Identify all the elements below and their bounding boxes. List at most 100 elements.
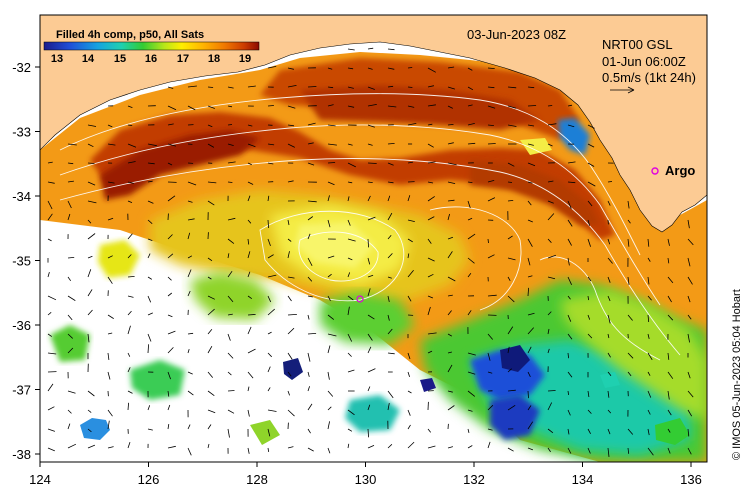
current-vector [447, 405, 455, 411]
current-vector [307, 216, 314, 221]
current-vector [487, 333, 494, 340]
argo-float-marker[interactable] [651, 167, 659, 175]
current-vector [187, 332, 194, 335]
current-vector [287, 143, 295, 148]
current-vector [327, 67, 333, 70]
current-vector [567, 352, 569, 359]
current-vector [387, 67, 395, 70]
current-vector [327, 447, 331, 454]
current-vector [247, 124, 253, 127]
current-vector [347, 428, 353, 432]
current-vector [647, 276, 650, 285]
current-vector [487, 352, 491, 361]
current-vector [427, 216, 435, 221]
vector-scale-label: 0.5m/s (1kt 24h) [602, 70, 696, 85]
current-vector [227, 333, 231, 341]
current-vector [227, 143, 234, 146]
x-axis: 124 126 128 130 132 134 136 [29, 462, 702, 487]
current-vector [647, 409, 651, 415]
current-vector [47, 200, 53, 210]
current-vector [187, 232, 191, 240]
current-vector [387, 143, 395, 145]
current-vector [527, 275, 533, 278]
current-vector [67, 347, 74, 354]
vector-scale-arrow [610, 86, 635, 94]
current-vector [287, 295, 292, 302]
current-vector [587, 200, 593, 207]
current-vector [527, 421, 534, 430]
current-vector [167, 276, 172, 281]
argo-float-marker-ocean[interactable] [356, 295, 364, 303]
current-vector [527, 238, 533, 247]
current-vector [367, 445, 375, 449]
current-vector [647, 428, 650, 436]
current-vector [247, 386, 250, 392]
current-vector [507, 346, 510, 354]
current-vector [627, 200, 630, 209]
current-vector [487, 143, 496, 145]
current-vector [267, 409, 277, 412]
current-vector [447, 294, 453, 297]
current-vector [447, 162, 457, 166]
current-vector [127, 295, 134, 298]
current-vector [447, 446, 454, 449]
current-vector [507, 389, 516, 392]
current-vector [347, 162, 356, 168]
current-vector [387, 105, 397, 108]
current-vector [447, 142, 454, 145]
current-vector [207, 329, 213, 335]
current-vector [247, 271, 251, 278]
current-vector [427, 143, 434, 148]
current-vector [507, 368, 512, 373]
current-vector [367, 143, 373, 146]
current-vector [227, 428, 230, 438]
current-vector [347, 67, 354, 70]
current-vector [567, 104, 573, 107]
current-vector [507, 404, 516, 411]
current-vector [47, 311, 52, 316]
current-vector [507, 181, 513, 183]
current-vector [527, 200, 532, 206]
colorbar-tick-19: 19 [239, 53, 251, 65]
date-label: 03-Jun-2023 08Z [467, 27, 566, 42]
current-vector [547, 123, 557, 126]
current-vector [107, 255, 113, 259]
current-vector [587, 295, 589, 301]
y-tick-label-33: -33 [12, 125, 31, 140]
current-vector [467, 428, 470, 433]
current-vector [407, 409, 411, 416]
current-vector [147, 143, 157, 147]
current-vector [487, 86, 495, 89]
current-vector [427, 350, 433, 354]
current-vector [507, 447, 514, 452]
current-vector [447, 105, 453, 109]
current-vector [167, 143, 177, 147]
current-vector [467, 181, 473, 183]
current-vector [527, 390, 529, 399]
current-vector [287, 238, 292, 242]
current-vector [507, 105, 517, 109]
current-vector [627, 219, 631, 224]
current-vector [347, 181, 353, 184]
current-vector [507, 295, 515, 303]
y-tick-label-36: -36 [12, 318, 31, 333]
plot-frame [39, 14, 708, 463]
current-vector [327, 314, 335, 320]
current-vector [607, 276, 611, 283]
current-vector [207, 308, 215, 316]
current-vector [167, 347, 174, 354]
current-vector [587, 276, 592, 282]
current-vector [447, 124, 454, 126]
current-vector [267, 366, 271, 373]
current-vector [387, 212, 393, 221]
current-vector [207, 371, 214, 378]
current-vector [47, 295, 57, 301]
current-vector [127, 143, 137, 148]
current-vector [207, 295, 215, 300]
current-vector [607, 390, 610, 398]
current-vector [287, 314, 297, 316]
current-vector [207, 124, 213, 128]
current-vector [427, 85, 434, 88]
current-vector [507, 326, 514, 335]
current-vector [167, 390, 170, 397]
